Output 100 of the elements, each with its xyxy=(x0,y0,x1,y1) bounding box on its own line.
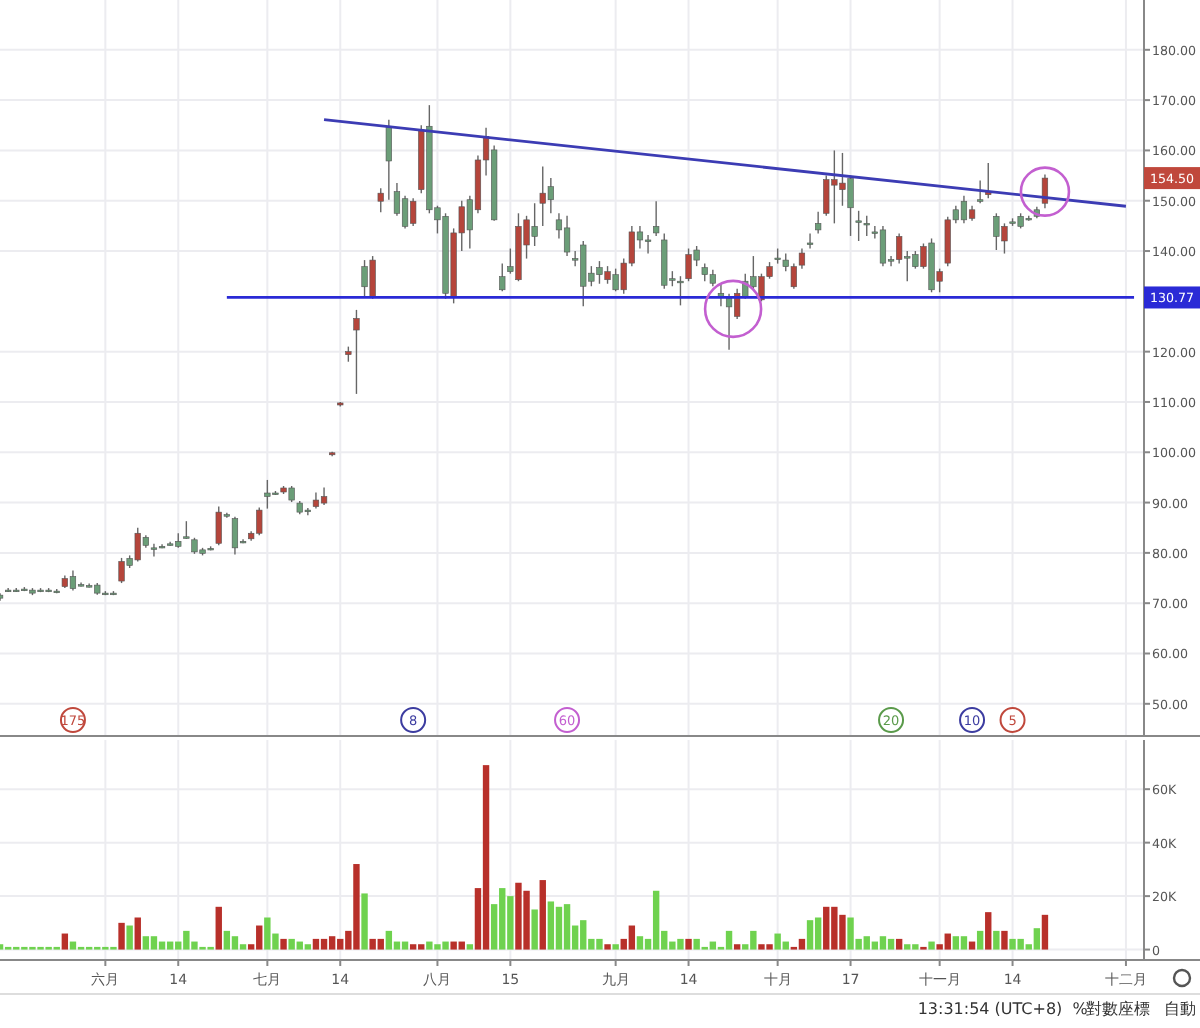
candlestick xyxy=(353,309,360,395)
bar xyxy=(377,938,384,950)
bar xyxy=(507,896,514,950)
bar xyxy=(239,944,247,950)
bar xyxy=(677,938,684,950)
bar xyxy=(879,936,887,950)
bar xyxy=(968,941,976,950)
bar xyxy=(612,944,619,950)
bar xyxy=(563,904,571,950)
bar xyxy=(466,944,474,950)
candlestick xyxy=(69,569,77,592)
bar xyxy=(539,880,546,950)
candlestick xyxy=(960,195,968,225)
bar xyxy=(531,909,538,950)
bar xyxy=(652,890,660,950)
candlestick xyxy=(596,260,603,285)
candlestick xyxy=(879,225,887,267)
candlestick xyxy=(734,288,741,320)
bar xyxy=(774,933,781,950)
bar xyxy=(596,938,603,950)
bar xyxy=(912,944,919,950)
candlestick xyxy=(677,275,684,307)
bar xyxy=(0,944,4,950)
text: 對數座標 xyxy=(1086,1000,1150,1018)
candlestick xyxy=(361,259,368,298)
candlestick xyxy=(1041,173,1049,209)
bar xyxy=(264,917,271,950)
text: 自動 xyxy=(1164,1000,1196,1018)
candlestick xyxy=(896,232,903,265)
bar xyxy=(839,914,846,950)
candlestick xyxy=(685,247,692,282)
bar xyxy=(256,925,263,950)
candlestick xyxy=(531,202,538,247)
bar xyxy=(823,906,830,950)
bar xyxy=(183,930,190,950)
candlestick xyxy=(847,174,854,237)
candlestick xyxy=(977,179,984,204)
bar xyxy=(693,938,700,950)
bar xyxy=(782,941,789,950)
candlestick xyxy=(993,212,1000,251)
candlestick xyxy=(928,237,935,293)
bar xyxy=(806,920,814,950)
bar xyxy=(166,941,174,950)
bar xyxy=(831,906,838,950)
candlestick xyxy=(644,234,652,255)
candlestick xyxy=(377,187,384,213)
bar xyxy=(126,925,133,950)
bar xyxy=(863,936,870,950)
bar xyxy=(426,941,433,950)
bar xyxy=(280,938,287,950)
bar xyxy=(499,888,506,950)
bar xyxy=(223,930,231,950)
bar xyxy=(758,944,765,950)
candlestick xyxy=(790,262,797,290)
bar xyxy=(733,944,741,950)
bar xyxy=(814,917,822,950)
bar xyxy=(450,941,457,950)
bar xyxy=(1001,930,1008,950)
candlestick xyxy=(798,247,806,270)
bar xyxy=(725,930,733,950)
bar xyxy=(409,944,417,950)
candlestick xyxy=(499,262,506,292)
candlestick xyxy=(580,240,587,308)
candlestick xyxy=(264,479,271,510)
bar xyxy=(515,882,522,950)
candlestick xyxy=(839,152,846,207)
text: 13:31:54 (UTC+8) xyxy=(917,1000,1063,1018)
bar xyxy=(1033,928,1041,950)
bar xyxy=(328,936,336,950)
candlestick xyxy=(612,267,619,292)
bar xyxy=(555,906,563,950)
bar xyxy=(928,941,935,950)
candlestick xyxy=(855,210,862,242)
bar xyxy=(960,936,968,950)
candlestick xyxy=(539,165,546,227)
bar xyxy=(1009,938,1016,950)
candlestick xyxy=(806,232,814,250)
bar xyxy=(1041,914,1049,950)
bar xyxy=(401,941,409,950)
text: % xyxy=(1072,1000,1089,1018)
bar xyxy=(887,938,895,950)
bar xyxy=(628,925,636,950)
bar xyxy=(418,944,425,950)
bar xyxy=(750,930,757,950)
bar xyxy=(798,938,806,950)
bar xyxy=(369,938,376,950)
candlestick xyxy=(369,255,376,300)
bar xyxy=(547,901,555,950)
bar xyxy=(320,938,328,950)
bar xyxy=(434,944,441,950)
bar xyxy=(685,938,692,950)
bar xyxy=(944,933,951,950)
candlestick xyxy=(134,527,141,563)
candlestick xyxy=(944,216,951,267)
bar xyxy=(215,906,222,950)
bar xyxy=(231,936,239,950)
candlestick xyxy=(815,211,822,235)
bar xyxy=(636,936,644,950)
bar xyxy=(523,890,530,950)
bar xyxy=(134,917,141,950)
